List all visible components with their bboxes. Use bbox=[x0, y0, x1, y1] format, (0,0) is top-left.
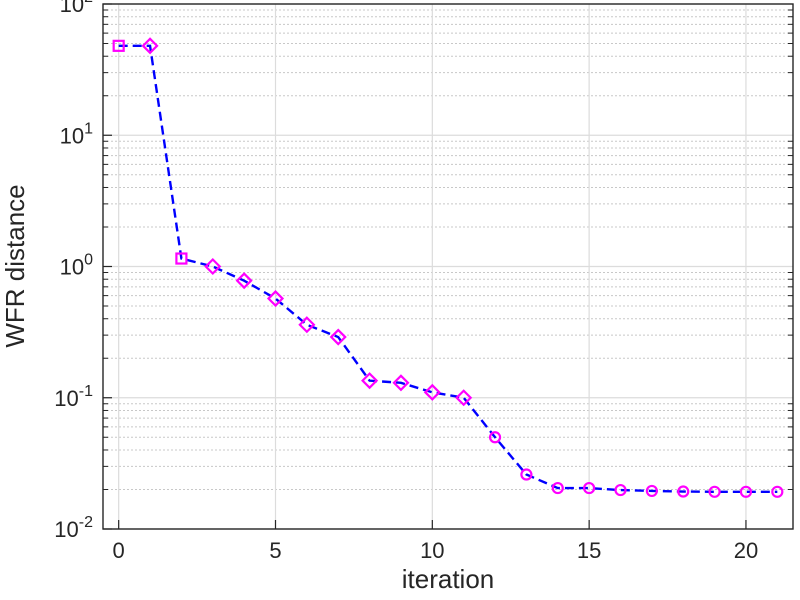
marker-diamond bbox=[141, 37, 159, 55]
y-tick-label: 102 bbox=[60, 0, 93, 17]
marker-circle bbox=[520, 468, 533, 481]
marker-circle bbox=[708, 485, 721, 498]
marker-circle bbox=[488, 431, 502, 444]
marker-diamond bbox=[298, 316, 316, 334]
marker-square bbox=[175, 252, 188, 265]
y-tick-label: 10-1 bbox=[54, 383, 93, 411]
marker-circle bbox=[771, 485, 784, 498]
marker-circle bbox=[739, 485, 753, 498]
series-line bbox=[118, 44, 778, 494]
marker-diamond bbox=[423, 383, 441, 401]
marker-diamond bbox=[266, 289, 285, 308]
marker-circle bbox=[583, 481, 596, 495]
marker-circle bbox=[551, 481, 564, 495]
marker-diamond bbox=[392, 374, 410, 392]
y-axis-label: WFR distance bbox=[0, 184, 30, 347]
marker-circle bbox=[614, 483, 627, 497]
series-group bbox=[112, 37, 784, 498]
x-tick-label: 15 bbox=[577, 538, 601, 563]
axis-ticks: 10-2 10-1 100 101 102 0 5 10 15 20 bbox=[54, 0, 793, 563]
x-tick-label: 5 bbox=[269, 538, 281, 563]
marker-diamond bbox=[329, 328, 347, 346]
x-tick-label: 20 bbox=[734, 538, 758, 563]
marker-diamond bbox=[361, 372, 379, 390]
x-axis-label: iteration bbox=[402, 564, 495, 594]
marker-diamond bbox=[455, 389, 473, 407]
marker-diamond bbox=[235, 272, 253, 290]
y-tick-label: 101 bbox=[60, 120, 93, 148]
marker-diamond bbox=[204, 257, 222, 276]
y-tick-label: 10-2 bbox=[54, 514, 93, 542]
x-tick-label: 0 bbox=[113, 538, 125, 563]
marker-circle bbox=[677, 485, 690, 498]
x-tick-label: 10 bbox=[420, 538, 444, 563]
marker-circle bbox=[645, 484, 658, 498]
marker-square bbox=[112, 39, 125, 52]
y-tick-label: 100 bbox=[60, 252, 93, 280]
